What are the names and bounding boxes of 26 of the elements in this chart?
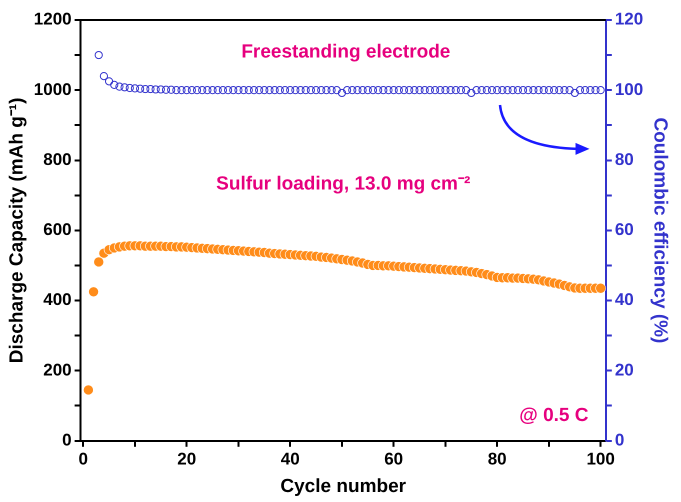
y-tick-label: 200 [43, 360, 72, 380]
y2-tick-label: 20 [614, 360, 634, 380]
y-axis-title: Discharge Capacity (mAh g⁻¹) [6, 98, 28, 364]
y2-tick-label: 100 [614, 80, 644, 99]
y2-axis-title: Coulombic efficiency (%) [649, 117, 670, 344]
x-tick-label: 100 [586, 450, 615, 469]
y-tick-label: 600 [43, 220, 72, 240]
y2-tick-label: 40 [614, 290, 634, 310]
x-tick-label: 80 [488, 450, 507, 469]
x-tick-label: 60 [384, 450, 404, 469]
y2-tick-label: 60 [614, 220, 634, 240]
annotation: Sulfur loading, 13.0 mg cm⁻² [216, 173, 470, 194]
annotation: Freestanding electrode [241, 42, 450, 63]
y2-tick-label: 0 [614, 430, 624, 450]
y-tick-label: 400 [43, 290, 72, 310]
y-tick-label: 800 [43, 150, 72, 169]
y-tick-label: 0 [62, 430, 72, 450]
x-tick-label: 0 [78, 450, 88, 469]
y-tick-label: 1200 [34, 10, 72, 29]
x-tick-label: 40 [280, 450, 300, 469]
y2-tick-label: 120 [614, 10, 644, 29]
x-tick-label: 20 [177, 450, 196, 469]
annotation: @ 0.5 C [519, 404, 589, 426]
y2-tick-label: 80 [614, 150, 634, 169]
x-axis-title: Cycle number [280, 476, 407, 497]
y-tick-label: 1000 [34, 80, 72, 99]
